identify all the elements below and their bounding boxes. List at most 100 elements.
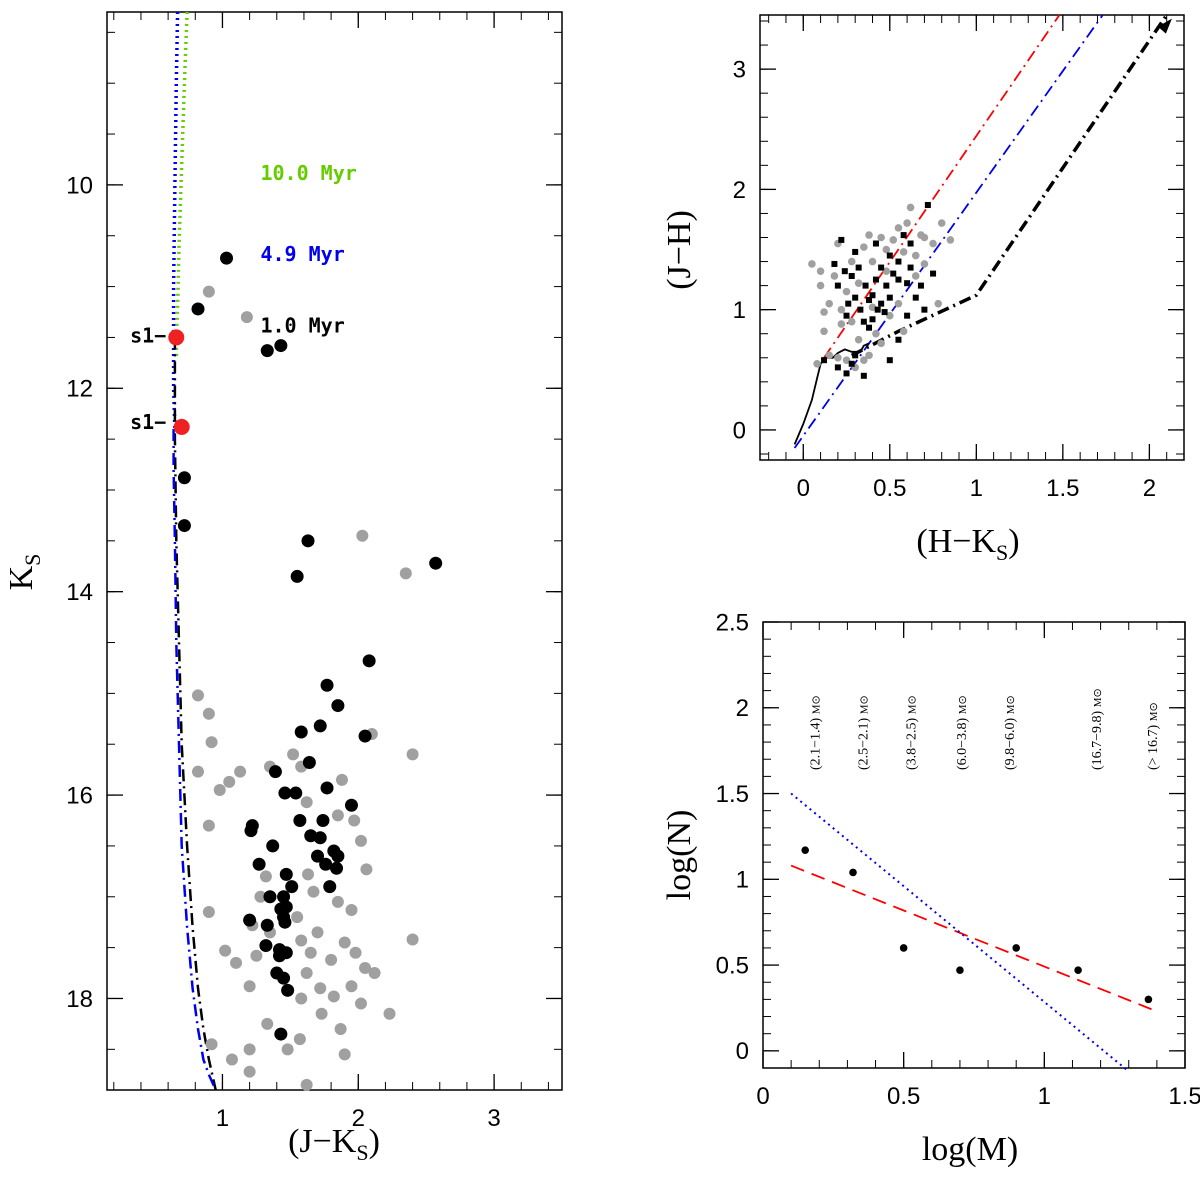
ccd-black-square: [924, 202, 931, 209]
ccd-gray-point: [882, 267, 891, 275]
mf-y-axis-label: log(N): [661, 810, 698, 901]
cmd-black-point: [316, 814, 330, 827]
ccd-black-square: [904, 312, 911, 319]
cmd-black-point: [277, 890, 291, 904]
cmd-isochrone-line: [173, 337, 217, 1091]
ccd-black-square: [852, 248, 859, 255]
ccd-gray-point: [854, 335, 863, 344]
cmd-gray-point: [243, 1043, 256, 1056]
ccd-black-square: [834, 282, 841, 289]
cmd-black-point: [244, 824, 258, 838]
mf-mass-bin-label: (16.7−9.8) M⊙: [1090, 688, 1105, 770]
cmd-black-point: [358, 729, 372, 743]
cmd-black-point: [243, 913, 257, 927]
ccd-black-square: [878, 264, 885, 271]
ccd-black-square: [866, 324, 873, 331]
cmd-y-tick-label: 14: [66, 579, 93, 606]
cmd-black-point: [266, 839, 280, 853]
ccd-gray-point: [865, 351, 873, 360]
cmd-gray-point: [192, 689, 204, 702]
ccd-black-square: [843, 370, 850, 377]
cmd-y-tick-label: 12: [66, 376, 93, 403]
ccd-black-square: [852, 352, 859, 359]
cmd-gray-point: [205, 736, 218, 749]
ccd-gray-point: [920, 260, 929, 268]
ccd-gray-point: [894, 299, 903, 308]
cmd-gray-point: [293, 1033, 306, 1046]
cmd-gray-point: [281, 1043, 294, 1056]
mf-x-tick-label: 1: [1038, 1083, 1051, 1110]
mf-mass-bin-range: (> 16.7): [1146, 721, 1161, 770]
cmd-gray-point: [192, 765, 204, 778]
cmd-red-markers: [168, 329, 190, 435]
ccd-x-label-end: ): [1008, 523, 1019, 560]
ccd-gray-point: [830, 272, 839, 280]
cmd-black-point: [278, 786, 292, 800]
ccd-x-tick-label: 0: [797, 475, 810, 502]
mf-data-point: [899, 944, 908, 952]
ccd-gray-point: [937, 219, 946, 227]
ccd-black-square: [886, 294, 893, 301]
mf-mass-bin-label: (2.5−2.1) M⊙: [856, 695, 871, 770]
mf-mass-bin-unit: M⊙: [1092, 688, 1104, 707]
cmd-gray-point: [300, 967, 313, 980]
ccd-gray-point: [842, 356, 851, 364]
cmd-black-point: [279, 867, 293, 881]
ccd-black-square: [874, 306, 881, 313]
cmd-gray-point: [250, 949, 263, 962]
cmd-gray-point: [295, 934, 308, 947]
ccd-gray-point: [934, 299, 943, 308]
cmd-gray-point: [356, 529, 369, 542]
cmd-gray-point: [243, 1065, 256, 1078]
ccd-black-square: [912, 294, 919, 301]
mf-data-point: [956, 966, 964, 975]
ccd-black-square: [843, 312, 850, 319]
cmd-gray-point: [349, 946, 362, 959]
cmd-black-point: [330, 861, 344, 875]
cmd-gray-points: [192, 285, 419, 1091]
ccd-gray-point: [872, 329, 880, 338]
cmd-gray-point: [219, 944, 232, 957]
mf-x-axis-label: log(M): [922, 1131, 1018, 1168]
ccd-gray-point: [911, 251, 920, 260]
cmd-x-label-sub: S: [356, 1140, 368, 1165]
cmd-black-point: [285, 880, 299, 894]
ccd-ticks: 0 0.5 1 1.5 2 0 1 2 3: [733, 15, 1185, 502]
cmd-black-point: [268, 765, 282, 779]
cmd-gray-point: [202, 285, 215, 298]
cmd-gray-point: [359, 961, 372, 974]
mf-mass-bin-range: (6.0−3.8): [955, 714, 970, 770]
cmd-black-point: [191, 302, 205, 316]
cmd-x-label-end: ): [369, 1123, 380, 1160]
ccd-reddening-line: [823, 14, 1061, 359]
ccd-y-tick-label: 3: [733, 57, 746, 84]
cmd-gray-point: [383, 1007, 396, 1020]
ccd-black-square: [930, 270, 937, 277]
cmd-annotation: 10.0 Myr: [260, 161, 356, 185]
ccd-black-square: [857, 306, 864, 313]
cmd-gray-point: [325, 953, 338, 966]
cmd-black-point: [277, 971, 291, 985]
cmd-gray-point: [230, 956, 243, 969]
cmd-black-point: [289, 786, 303, 800]
cmd-black-point: [319, 857, 333, 871]
ccd-gray-point: [842, 287, 851, 296]
cmd-black-point: [294, 725, 308, 739]
cmd-y-label-sub: S: [20, 554, 45, 566]
ccd-y-tick-label: 0: [733, 417, 746, 444]
ccd-gray-point: [894, 224, 903, 232]
cmd-x-label-main: (J−K: [288, 1123, 357, 1160]
cmd-gray-point: [399, 567, 412, 580]
mf-mass-bin-range: (16.7−9.8): [1090, 707, 1105, 770]
cmd-y-label-main: K: [3, 565, 40, 590]
cmd-gray-point: [254, 890, 267, 903]
ccd-black-square: [860, 318, 867, 325]
mf-ticks: 0 0.5 1 1.5 0 0.5 1 1.5 2 2.5: [716, 609, 1200, 1110]
ccd-black-square: [852, 294, 859, 301]
cmd-gray-point: [291, 911, 304, 924]
cmd-gray-point: [334, 1022, 347, 1035]
cmd-black-point: [311, 849, 325, 863]
ccd-black-square: [848, 272, 855, 279]
